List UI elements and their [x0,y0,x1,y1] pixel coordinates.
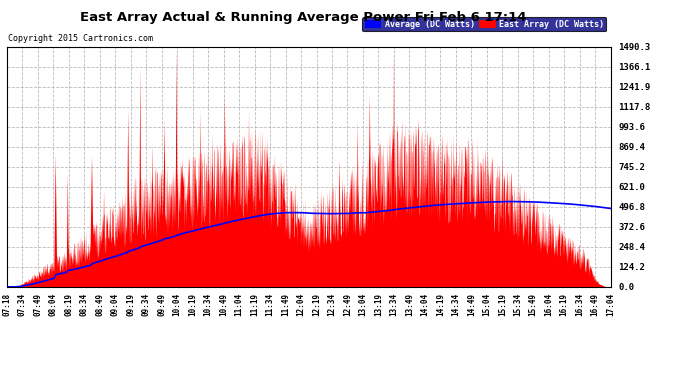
Legend: Average (DC Watts), East Array (DC Watts): Average (DC Watts), East Array (DC Watts… [362,18,607,32]
Text: East Array Actual & Running Average Power Fri Feb 6 17:14: East Array Actual & Running Average Powe… [80,11,527,24]
Text: Copyright 2015 Cartronics.com: Copyright 2015 Cartronics.com [8,34,152,43]
